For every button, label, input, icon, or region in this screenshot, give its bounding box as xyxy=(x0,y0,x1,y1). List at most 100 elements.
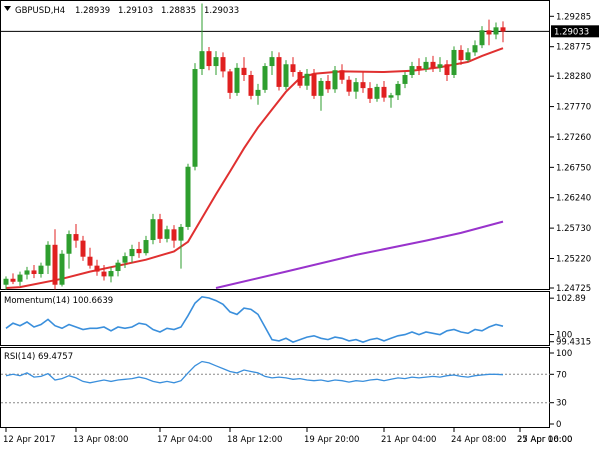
candle-body xyxy=(248,74,254,96)
candle-body xyxy=(206,51,212,67)
close-value: 1.29033 xyxy=(204,6,239,16)
candle xyxy=(45,241,51,274)
rsi-axis: 100 70 30 0 xyxy=(550,349,572,430)
candle-body xyxy=(220,57,226,72)
candle xyxy=(38,262,44,278)
rsi-title: RSI(14) 69.4757 xyxy=(4,352,73,362)
rsi-series xyxy=(5,360,504,384)
candle-body xyxy=(304,73,310,86)
candle xyxy=(157,213,163,244)
candle-body xyxy=(192,69,198,167)
candle-body xyxy=(318,80,324,96)
candle xyxy=(269,51,275,75)
candle xyxy=(136,241,142,258)
candle-body xyxy=(227,71,233,93)
candle-body xyxy=(255,89,261,96)
candle-body xyxy=(409,66,415,75)
candle-body xyxy=(129,248,135,257)
collapse-triangle-icon[interactable] xyxy=(4,6,11,11)
candle xyxy=(262,63,268,93)
candle xyxy=(318,77,324,111)
candle-body xyxy=(500,27,506,32)
candle-body xyxy=(38,265,44,274)
candle-body xyxy=(437,64,443,68)
candle-body xyxy=(451,49,457,75)
candle xyxy=(360,72,366,93)
candle xyxy=(304,69,310,90)
candle-body xyxy=(458,49,464,61)
candle-body xyxy=(444,64,450,75)
candle xyxy=(458,45,464,65)
open-value: 1.28939 xyxy=(75,6,110,16)
candle-body xyxy=(283,64,289,87)
candle xyxy=(234,63,240,96)
candle xyxy=(59,250,65,287)
current-price-label: 1.29033 xyxy=(554,27,589,37)
candle-body xyxy=(353,82,359,92)
candle-body xyxy=(52,244,58,285)
candle xyxy=(101,265,107,281)
candle-body xyxy=(115,262,121,272)
candle xyxy=(94,259,100,276)
candle xyxy=(374,83,380,102)
candle-body xyxy=(24,270,30,275)
candle xyxy=(444,60,450,81)
candle xyxy=(108,266,114,283)
candle xyxy=(402,72,408,89)
candle-body xyxy=(164,229,170,239)
candle xyxy=(80,235,86,261)
candle xyxy=(129,244,135,263)
candle-body xyxy=(262,66,268,90)
candle xyxy=(150,213,156,245)
candle-body xyxy=(402,74,408,84)
momentum-title: Momentum(14) 100.6639 xyxy=(4,296,113,306)
candle-body xyxy=(416,66,422,70)
candle-body xyxy=(430,61,436,68)
candle-body xyxy=(493,27,499,35)
price-tick-label: 1.26240 xyxy=(556,194,591,204)
time-tick-label: 12 Apr 2017 xyxy=(3,435,56,445)
candle xyxy=(367,82,373,103)
candle-body xyxy=(374,86,380,99)
candle-body xyxy=(423,61,429,70)
candle xyxy=(423,57,429,73)
candle xyxy=(31,265,37,279)
momentum-line xyxy=(5,295,504,343)
candle-body xyxy=(199,51,205,70)
rsi-tick-label: 100 xyxy=(556,349,572,359)
candle xyxy=(472,40,478,56)
candle-body xyxy=(367,88,373,99)
candle-body xyxy=(108,271,114,277)
time-tick-label: 21 Apr 04:00 xyxy=(381,435,436,445)
candle-body xyxy=(479,30,485,46)
time-tick-label: 18 Apr 12:00 xyxy=(227,435,282,445)
candle xyxy=(255,83,261,105)
candle xyxy=(290,57,296,77)
candle xyxy=(3,276,9,290)
candle-body xyxy=(332,70,338,90)
candle xyxy=(465,48,471,62)
candle-body xyxy=(269,57,275,67)
candle xyxy=(143,235,149,256)
price-tick-label: 1.24725 xyxy=(556,284,591,294)
candle-body xyxy=(122,256,128,263)
candle xyxy=(451,46,457,78)
candle-body xyxy=(80,240,86,257)
candle xyxy=(388,92,394,108)
candle xyxy=(10,273,16,285)
candle xyxy=(430,55,436,73)
candle xyxy=(311,69,317,99)
momentum-tick-label: 99.4315 xyxy=(556,338,591,348)
time-tick-label: 19 Apr 20:00 xyxy=(304,435,359,445)
candle xyxy=(332,66,338,93)
time-tick-label: 13 Apr 08:00 xyxy=(73,435,128,445)
candle xyxy=(486,19,492,46)
price-tick-label: 1.28280 xyxy=(556,72,591,82)
candle xyxy=(276,52,282,91)
time-tick-label: 27 Apr 00:00 xyxy=(517,435,572,445)
candle xyxy=(206,46,212,71)
candle-body xyxy=(241,67,247,75)
price-tick-label: 1.27770 xyxy=(556,103,591,113)
